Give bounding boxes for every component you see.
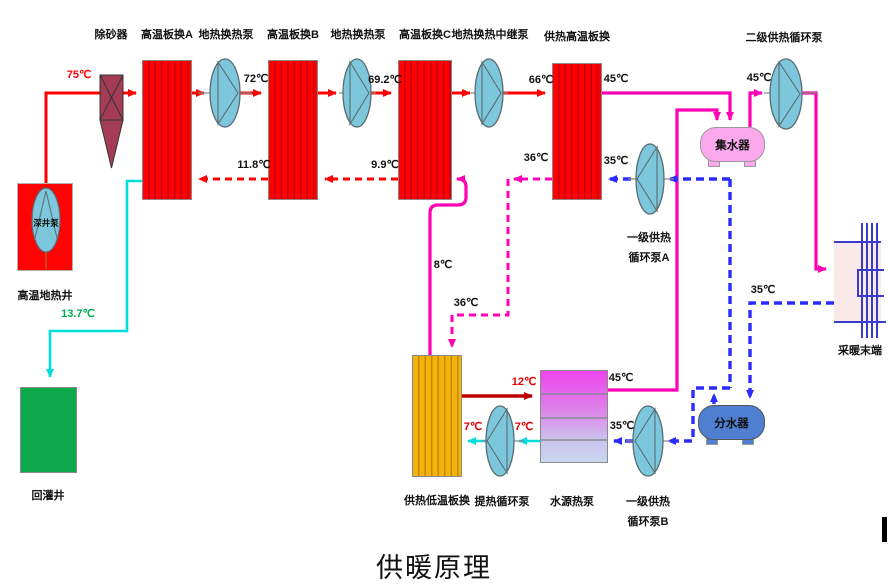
temp-return-hx-c: 9.9℃ xyxy=(371,159,399,171)
label-geo-pump-2: 地热换热泵 xyxy=(330,29,386,41)
pump-triangle xyxy=(634,407,656,475)
label-primary-pump-b-line1: 一级供热 xyxy=(626,496,670,508)
pump-secondary-circulation xyxy=(764,58,818,130)
temp-reinjection: 13.7℃ xyxy=(61,308,95,320)
sand-remover-cross xyxy=(99,74,124,121)
label-sand-remover: 除砂器 xyxy=(94,29,128,41)
temp-low-hx-out: 8℃ xyxy=(433,259,453,271)
label-relay-pump: 地热换热中继泵 xyxy=(451,29,529,41)
pump-triangle xyxy=(34,190,58,239)
temp-after-hx-c: 66℃ xyxy=(528,74,554,86)
label-secondary-pump: 二级供热循环泵 xyxy=(745,32,823,44)
label-primary-pump-a-line1: 一级供热 xyxy=(627,232,671,244)
pump-heat-extract xyxy=(482,405,524,477)
temp-supply-hx-return: 35℃ xyxy=(603,155,629,167)
distributor-label: 分水器 xyxy=(714,417,749,430)
distributor-tank: 分水器 xyxy=(698,405,765,440)
temp-after-hx-b: 69.2℃ xyxy=(368,74,402,86)
temp-return-hx-b: 11.8℃ xyxy=(237,159,271,171)
hx-block-supply xyxy=(552,63,602,200)
pump-body xyxy=(209,58,241,128)
label-extract-pump: 提热循环泵 xyxy=(474,496,530,508)
hx-block-a xyxy=(142,60,192,200)
pump-triangle xyxy=(349,60,370,126)
label-primary-pump-a: 一级供热 循环泵A xyxy=(627,228,671,268)
pipe-supplyhx-to-collector xyxy=(602,91,734,121)
temp-terminal-return: 35℃ xyxy=(750,284,776,296)
temp-supply-hx-out: 45℃ xyxy=(603,73,629,85)
temp-hp-out: 45℃ xyxy=(608,372,634,384)
collector-tank: 集水器 xyxy=(700,127,765,162)
pipe-hp-to-collector xyxy=(608,108,721,392)
label-hx-b: 高温板换B xyxy=(267,29,319,41)
pump-triangle xyxy=(486,407,508,475)
heat-pump-dividers xyxy=(541,393,607,441)
temp-supply-hx-drain: 36℃ xyxy=(523,152,549,164)
drain-down-to-lowhx xyxy=(448,179,510,348)
pump-primary-a xyxy=(628,143,674,215)
label-hx-c: 高温板换C xyxy=(399,29,451,41)
pipe-hxa-to-reinjection-well xyxy=(46,179,142,378)
label-primary-pump-a-line2: 循环泵A xyxy=(628,252,670,264)
pipe-collector-to-secpump xyxy=(748,89,763,127)
temp-hp-return-in: 35℃ xyxy=(609,420,635,432)
pump-triangle xyxy=(636,145,658,213)
pipe-well-to-sand xyxy=(44,91,100,183)
drain-pipes xyxy=(448,175,552,348)
heating-return-pipes xyxy=(608,175,834,445)
hx-block-b xyxy=(268,60,318,200)
pump-primary-b xyxy=(626,405,670,477)
return-junction-to-pumpB xyxy=(667,386,730,445)
temp-after-hx-a: 72℃ xyxy=(243,73,269,85)
pipe-lowhx-to-hxc-hook xyxy=(428,175,468,355)
pump-triangle xyxy=(481,60,502,126)
temp-evap-supply: 12℃ xyxy=(511,376,537,388)
diagram-title: 供暖原理 xyxy=(376,553,492,583)
label-low-temp-hx: 供热低温板换 xyxy=(404,495,470,507)
reinjection-pipes xyxy=(46,179,540,445)
pump-body xyxy=(474,58,504,128)
temp-low-hx-in: 36℃ xyxy=(453,297,479,309)
temp-evap-return-a: 7℃ xyxy=(463,421,483,433)
pump-body xyxy=(485,405,515,477)
label-reinjection-well: 回灌井 xyxy=(31,490,65,502)
temp-well-out: 75℃ xyxy=(66,69,92,81)
label-deep-well-pump: 深井泵 xyxy=(33,218,59,228)
label-primary-pump-b-line2: 循环泵B xyxy=(627,516,669,528)
water-source-heat-pump-block xyxy=(540,370,608,463)
label-hx-a: 高温板换A xyxy=(141,29,193,41)
radiator-fins xyxy=(861,223,878,338)
pipe-secpump-to-terminal xyxy=(802,91,827,273)
pump-body xyxy=(632,405,664,477)
pump-body xyxy=(769,58,803,130)
pump-triangle xyxy=(217,60,239,126)
radiator-terminal-symbol xyxy=(834,223,886,338)
sand-remover-symbol xyxy=(99,74,124,169)
temp-collector-out: 45℃ xyxy=(746,72,772,84)
pump-triangle xyxy=(778,60,801,128)
label-water-source-hp: 水源热泵 xyxy=(550,496,594,508)
pump-relay xyxy=(471,58,508,128)
label-geo-pump-1: 地热换热泵 xyxy=(198,29,254,41)
hx-block-c xyxy=(398,60,452,200)
pump-geo-2 xyxy=(339,58,376,128)
pump-deep-well xyxy=(31,187,61,269)
text-cursor xyxy=(882,517,887,542)
hx-block-low-temp xyxy=(412,355,462,477)
terminal-return-to-distributor xyxy=(746,301,834,399)
collector-label: 集水器 xyxy=(715,139,750,152)
reinjection-well-block xyxy=(20,387,77,473)
label-primary-pump-b: 一级供热 循环泵B xyxy=(626,492,670,532)
sand-remover-funnel xyxy=(99,119,124,169)
pump-body xyxy=(342,58,372,128)
pump-body xyxy=(635,143,665,215)
label-supply-hx: 供热高温板换 xyxy=(544,31,610,43)
temp-evap-return-b: 7℃ xyxy=(514,421,534,433)
pump-geo-1 xyxy=(198,58,252,128)
label-hot-well: 高温地热井 xyxy=(17,290,73,302)
radiator-coil xyxy=(857,269,884,297)
label-terminal: 采暖末端 xyxy=(838,345,882,357)
